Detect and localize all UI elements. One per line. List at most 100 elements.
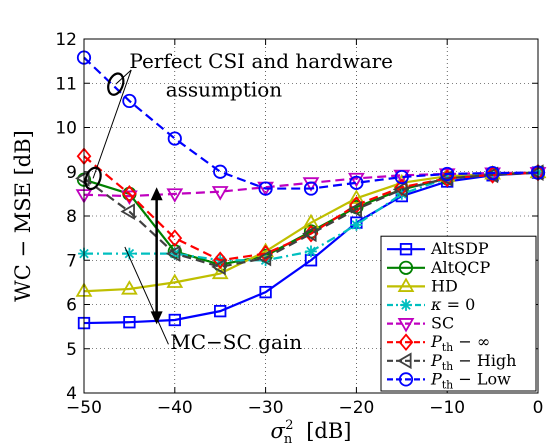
- gain-arrow-head-top: [150, 187, 163, 201]
- x-tick-label: −40: [157, 398, 193, 418]
- legend-label: Pth − High: [430, 351, 516, 373]
- legend-label-p: P: [430, 369, 442, 388]
- leader-line: [124, 246, 169, 345]
- x-axis-label-sigma: σ: [271, 419, 286, 443]
- legend-label-p: P: [430, 332, 442, 351]
- legend-label: AltQCP: [430, 258, 490, 277]
- data-point: [166, 188, 184, 203]
- data-point: [121, 280, 138, 295]
- data-point: [213, 164, 228, 179]
- x-tick-label: −20: [338, 398, 374, 418]
- series-line: [83, 171, 539, 325]
- y-tick-label: 6: [66, 296, 77, 316]
- legend-label: κ = 0: [430, 295, 475, 314]
- y-tick-label: 7: [66, 251, 77, 271]
- legend-label: HD: [431, 276, 458, 295]
- asterisk-stroke: [124, 248, 135, 259]
- series-line: [83, 171, 539, 269]
- data-point: [75, 170, 90, 187]
- asterisk-stroke: [306, 246, 316, 257]
- legend-label-kappa: κ: [430, 295, 442, 314]
- y-tick-label: 9: [66, 163, 77, 183]
- data-point: [305, 245, 317, 258]
- y-tick-label: 4: [66, 384, 77, 404]
- x-axis-label-superscript: 2: [285, 418, 293, 433]
- y-axis-label: WC − MSE [dB]: [11, 130, 35, 302]
- legend-item: κ = 0: [387, 295, 475, 314]
- legend-label-rest: − ∞: [453, 332, 490, 351]
- annotation-text-0: Perfect CSI and hardware: [129, 49, 393, 73]
- legend-label: Pth − ∞: [430, 332, 490, 354]
- y-tick-label: 12: [55, 30, 77, 50]
- data-point: [212, 251, 228, 270]
- data-point: [122, 93, 137, 109]
- legend-swatch-marker: [397, 352, 412, 370]
- gain-arrow: [150, 187, 163, 325]
- x-axis-label: σn2 [dB]: [271, 418, 352, 447]
- data-point: [123, 316, 136, 329]
- annotation-text-1: assumption: [166, 78, 283, 102]
- asterisk-stroke: [401, 300, 411, 310]
- data-point: [258, 181, 273, 196]
- plot-frame: [83, 38, 539, 394]
- leader-line: [115, 69, 132, 85]
- y-tick-label: 8: [66, 207, 77, 227]
- series-7: [76, 50, 546, 196]
- data-point: [302, 225, 317, 243]
- series-6: [75, 164, 544, 276]
- legend-swatch-marker: [397, 318, 415, 333]
- asterisk-stroke: [351, 220, 362, 230]
- data-point: [211, 186, 229, 201]
- legend-label-rest: − Low: [453, 369, 511, 388]
- data-point: [350, 218, 363, 231]
- leader-line: [92, 69, 132, 179]
- y-tick-label: 10: [55, 119, 77, 139]
- x-tick-label: −50: [66, 398, 102, 418]
- data-point: [122, 185, 137, 203]
- y-tick-label: 11: [55, 74, 77, 94]
- x-tick-label: −10: [429, 398, 465, 418]
- data-point: [303, 181, 319, 196]
- legend-swatch-marker: [397, 277, 415, 292]
- highlight-ellipse: [107, 72, 125, 96]
- data-point: [166, 273, 184, 288]
- data-point: [485, 165, 500, 181]
- data-point: [120, 203, 135, 220]
- data-point: [392, 181, 408, 198]
- x-tick-label: 0: [533, 398, 544, 418]
- legend-item: AltSDP: [387, 239, 489, 258]
- legend-item: AltQCP: [387, 258, 490, 277]
- data-point: [529, 164, 544, 182]
- legend-item: Pth − High: [387, 351, 516, 373]
- data-point: [168, 313, 181, 327]
- legend-item: Pth − Low: [387, 369, 511, 391]
- data-point: [211, 258, 226, 276]
- data-point: [349, 175, 364, 190]
- legend-label: AltSDP: [430, 239, 489, 258]
- data-point: [440, 166, 455, 182]
- data-point: [256, 249, 272, 267]
- legend-item: SC: [387, 314, 454, 333]
- data-point: [165, 245, 181, 262]
- series-line: [83, 56, 539, 190]
- annotations: Perfect CSI and hardware assumption MC−SC …: [84, 49, 393, 354]
- series-line: [83, 171, 539, 293]
- legend-item: Pth − ∞: [387, 332, 490, 354]
- legend-label-p: P: [430, 351, 442, 370]
- x-axis-label-subscript: n: [284, 432, 293, 447]
- series-group: [75, 50, 547, 330]
- data-point: [348, 189, 365, 204]
- gain-arrow-head-bottom: [150, 311, 163, 325]
- data-point: [167, 229, 183, 247]
- legend-swatch-marker: [400, 299, 412, 311]
- legend-label: SC: [431, 314, 454, 333]
- legend-label-rest: − High: [453, 351, 516, 370]
- legend-label: Pth − Low: [430, 369, 511, 391]
- data-point: [394, 169, 409, 185]
- y-tick-label: 5: [66, 340, 77, 360]
- annotation-text-2: MC−SC gain: [170, 330, 302, 354]
- legend-swatch-marker: [398, 333, 414, 352]
- legend-swatch-marker: [399, 243, 413, 256]
